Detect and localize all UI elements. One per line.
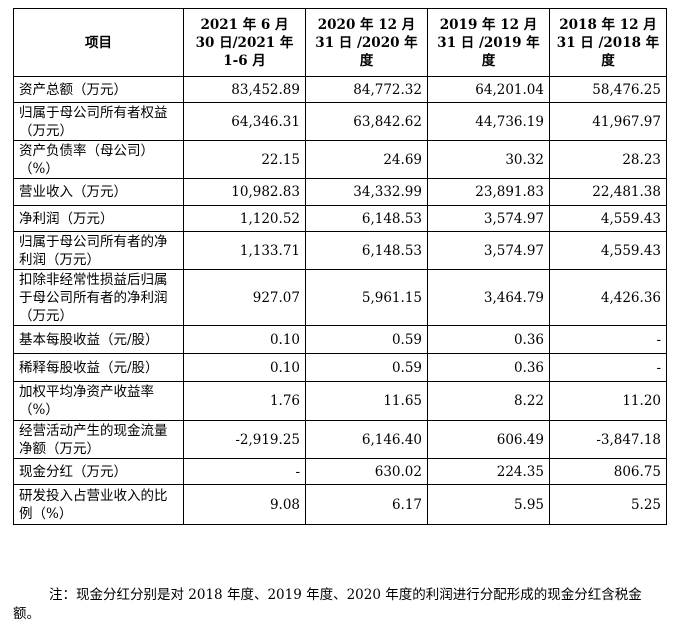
row-label: 基本每股收益（元/股） [13,325,184,354]
row-value: 3,574.97 [427,205,550,232]
row-value: 0.10 [183,353,306,382]
row-value: 0.59 [305,325,428,354]
row-value: 10,982.83 [183,178,306,206]
row-value: 0.36 [427,353,550,382]
row-value: 3,574.97 [427,231,550,270]
financial-table-container: 项目 2021 年 6 月 30 日/2021 年 1-6 月 2020 年 1… [13,8,667,525]
row-value: 28.23 [549,140,667,179]
table-row: 资产负债率（母公司）（%） 22.15 24.69 30.32 28.23 [13,140,667,179]
table-row: 稀释每股收益（元/股） 0.10 0.59 0.36- [13,353,667,382]
table-row: 现金分红（万元） -630.02 224.35 806.75 [13,458,667,485]
table-row: 归属于母公司所有者权益（万元） 64,346.31 63,842.62 44,736.… [13,102,667,141]
row-label: 现金分红（万元） [13,458,184,485]
row-value: 9.08 [183,484,306,525]
row-value: 22.15 [183,140,306,179]
row-label: 资产总额（万元） [13,76,184,103]
row-value: 22,481.38 [549,178,667,206]
financial-indicators-table: 项目 2021 年 6 月 30 日/2021 年 1-6 月 2020 年 1… [13,8,667,525]
row-value: 927.07 [183,269,306,326]
row-label: 资产负债率（母公司）（%） [13,140,184,179]
row-value: 4,559.43 [549,231,667,270]
header-2019: 2019 年 12 月 31 日 /2019 年度 [427,8,550,77]
row-value: 34,332.99 [305,178,428,206]
header-2018: 2018 年 12 月 31 日 /2018 年度 [549,8,667,77]
header-item: 项目 [13,8,184,77]
row-value: - [549,353,667,382]
row-value: - [183,458,306,485]
row-value: 63,842.62 [305,102,428,141]
row-value: 64,201.04 [427,76,550,103]
row-label: 经营活动产生的现金流量净额（万元） [13,420,184,459]
table-row: 资产总额（万元） 83,452.89 84,772.32 64,201.04 58,47… [13,76,667,103]
row-value: 630.02 [305,458,428,485]
table-row: 基本每股收益（元/股） 0.10 0.59 0.36- [13,325,667,354]
table-row: 经营活动产生的现金流量净额（万元） -2,919.25 6,146.40 606.49… [13,420,667,459]
row-value: 6,148.53 [305,231,428,270]
row-value: 64,346.31 [183,102,306,141]
row-value: 4,559.43 [549,205,667,232]
header-2020: 2020 年 12 月 31 日 /2020 年度 [305,8,428,77]
row-value: 44,736.19 [427,102,550,141]
row-value: -3,847.18 [549,420,667,459]
row-value: 6,146.40 [305,420,428,459]
row-value: 11.20 [549,381,667,421]
row-value: 0.36 [427,325,550,354]
footnote: 注：现金分红分别是对 2018 年度、2019 年度、2020 年度的利润进行分… [13,587,642,622]
table-row: 扣除非经常性损益后归属于母公司所有者的净利润（万元） 927.07 5,961.15… [13,269,667,326]
row-value: 58,476.25 [549,76,667,103]
row-value: 24.69 [305,140,428,179]
row-value: 6,148.53 [305,205,428,232]
row-value: - [549,325,667,354]
table-row: 营业收入（万元） 10,982.83 34,332.99 23,891.83 22,48… [13,178,667,206]
row-value: 1.76 [183,381,306,421]
row-value: 606.49 [427,420,550,459]
row-value: 5,961.15 [305,269,428,326]
row-value: 8.22 [427,381,550,421]
header-2021h1: 2021 年 6 月 30 日/2021 年 1-6 月 [183,8,306,77]
row-value: 0.10 [183,325,306,354]
row-value: 5.25 [549,484,667,525]
row-value: 84,772.32 [305,76,428,103]
row-value: 30.32 [427,140,550,179]
row-value: 4,426.36 [549,269,667,326]
table-row: 加权平均净资产收益率（%） 1.76 11.65 8.22 11.20 [13,381,667,421]
row-value: 1,120.52 [183,205,306,232]
row-value: 6.17 [305,484,428,525]
table-body: 资产总额（万元） 83,452.89 84,772.32 64,201.04 58,47… [13,76,667,525]
table-row: 归属于母公司所有者的净利润（万元） 1,133.71 6,148.53 3,574.9… [13,231,667,270]
row-value: 41,967.97 [549,102,667,141]
table-header-row: 项目 2021 年 6 月 30 日/2021 年 1-6 月 2020 年 1… [13,8,667,77]
row-value: -2,919.25 [183,420,306,459]
row-label: 营业收入（万元） [13,178,184,206]
row-label: 加权平均净资产收益率（%） [13,381,184,421]
row-label: 净利润（万元） [13,205,184,232]
row-value: 3,464.79 [427,269,550,326]
row-value: 0.59 [305,353,428,382]
row-label: 研发投入占营业收入的比例（%） [13,484,184,525]
row-value: 1,133.71 [183,231,306,270]
row-value: 23,891.83 [427,178,550,206]
table-row: 研发投入占营业收入的比例（%） 9.08 6.17 5.95 5.25 [13,484,667,525]
row-value: 5.95 [427,484,550,525]
row-label: 扣除非经常性损益后归属于母公司所有者的净利润（万元） [13,269,184,326]
table-row: 净利润（万元） 1,120.52 6,148.53 3,574.97 4,559.43 [13,205,667,232]
row-value: 806.75 [549,458,667,485]
row-label: 归属于母公司所有者权益（万元） [13,102,184,141]
row-value: 83,452.89 [183,76,306,103]
row-value: 11.65 [305,381,428,421]
row-label: 稀释每股收益（元/股） [13,353,184,382]
row-value: 224.35 [427,458,550,485]
row-label: 归属于母公司所有者的净利润（万元） [13,231,184,270]
